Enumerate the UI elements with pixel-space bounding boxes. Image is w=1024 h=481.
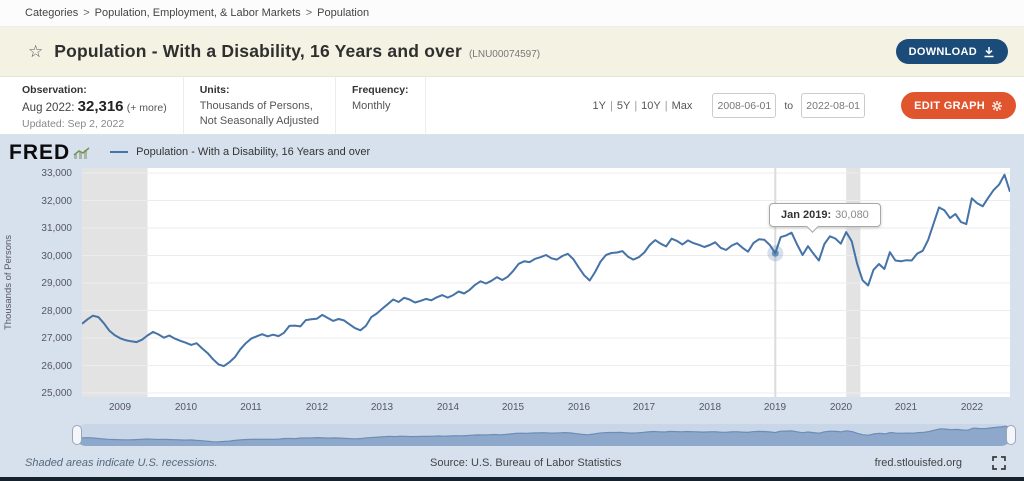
y-axis-tick: 32,000 <box>41 196 72 207</box>
gear-icon <box>992 100 1002 111</box>
start-date-input[interactable] <box>712 93 777 118</box>
observation-label: Observation: <box>22 84 87 96</box>
y-axis-tick: 31,000 <box>41 223 72 234</box>
chart-header: FRED Population - With a Disability, 16 … <box>9 140 370 164</box>
units-label: Units: <box>199 84 230 96</box>
favorite-star-icon[interactable]: ☆ <box>28 42 44 61</box>
source-text: Source: U.S. Bureau of Labor Statistics <box>430 457 622 469</box>
range-divider: | <box>664 99 668 112</box>
units-block: Units: Thousands of Persons, Not Seasona… <box>200 77 336 134</box>
x-axis-tick-labels: 2009 2010 2011 2012 2013 2014 2015 2016 2017 2018… <box>82 402 1010 416</box>
observation-date: Aug 2022: <box>22 102 75 114</box>
units-value: Thousands of Persons, Not Seasonally Adj… <box>200 99 319 129</box>
range-10y[interactable]: 10Y <box>641 99 661 112</box>
legend-series-label: Population - With a Disability, 16 Years… <box>136 146 371 158</box>
y-axis-tick: 33,000 <box>41 168 72 179</box>
x-axis-tick: 2011 <box>240 402 262 413</box>
breadcrumb-separator: > <box>83 7 90 19</box>
breadcrumb-labor-markets[interactable]: Population, Employment, & Labor Markets <box>94 7 301 19</box>
frequency-block: Frequency: Monthly <box>352 77 426 134</box>
edit-graph-label: EDIT GRAPH <box>914 99 985 112</box>
fred-logo[interactable]: FRED <box>9 140 71 164</box>
legend-line-marker <box>110 151 129 153</box>
x-axis-tick: 2017 <box>632 402 656 413</box>
slider-minichart <box>75 425 1012 446</box>
to-label: to <box>784 99 794 112</box>
hover-tooltip: Jan 2019: 30,080 <box>769 203 881 227</box>
range-divider: | <box>609 99 613 112</box>
slider-handle-right[interactable] <box>1006 425 1016 445</box>
y-axis-tick: 26,000 <box>41 361 72 372</box>
range-divider: | <box>634 99 638 112</box>
recession-note: Shaded areas indicate U.S. recessions. <box>25 457 218 469</box>
chart-legend: Population - With a Disability, 16 Years… <box>110 146 370 158</box>
y-axis-tick-labels: 33,000 32,000 31,000 30,000 29,000 28,000 27,0… <box>0 168 76 399</box>
tooltip-date: Jan 2019: <box>781 209 832 221</box>
x-axis-tick: 2015 <box>501 402 525 413</box>
y-axis-tick: 25,000 <box>41 388 72 399</box>
x-axis-tick: 2022 <box>960 402 984 413</box>
breadcrumb-population[interactable]: Population <box>317 7 370 19</box>
download-button[interactable]: DOWNLOAD <box>895 39 1008 64</box>
breadcrumb-categories[interactable]: Categories <box>25 7 79 19</box>
y-axis-tick: 29,000 <box>41 278 72 289</box>
date-range-slider[interactable] <box>75 424 1012 446</box>
bottom-bar <box>0 477 1024 481</box>
download-button-label: DOWNLOAD <box>908 45 977 58</box>
range-max[interactable]: Max <box>671 99 693 112</box>
x-axis-tick: 2010 <box>174 402 198 413</box>
plot-area[interactable]: Jan 2019: 30,080 <box>81 168 1011 397</box>
line-chart <box>81 168 1011 397</box>
breadcrumb-separator: > <box>305 7 313 19</box>
x-axis-tick: 2018 <box>698 402 722 413</box>
x-axis-tick: 2016 <box>567 402 591 413</box>
meta-row: Observation: Aug 2022: 32,316 (+ more) U… <box>0 77 1024 135</box>
end-date-input[interactable] <box>801 93 866 118</box>
y-axis-tick: 27,000 <box>41 333 72 344</box>
observation-value: 32,316 <box>77 98 124 115</box>
frequency-value: Monthly <box>351 100 391 112</box>
x-axis-tick: 2014 <box>436 402 460 413</box>
y-axis-tick: 28,000 <box>41 306 72 317</box>
units-line1: Thousands of Persons, <box>199 100 313 112</box>
range-1y[interactable]: 1Y <box>592 99 606 112</box>
x-axis-tick: 2012 <box>305 402 329 413</box>
edit-graph-button[interactable]: EDIT GRAPH <box>901 92 1016 119</box>
observation-block: Observation: Aug 2022: 32,316 (+ more) U… <box>22 77 184 134</box>
x-axis-tick: 2020 <box>829 402 853 413</box>
series-id: (LNU00074597) <box>468 48 541 60</box>
tooltip-value: 30,080 <box>835 209 869 221</box>
fullscreen-icon[interactable] <box>992 456 1006 470</box>
chart-section: FRED Population - With a Disability, 16 … <box>0 135 1024 477</box>
range-shortcuts: 1Y | 5Y | 10Y | Max <box>593 100 693 112</box>
fred-logo-chart-icon <box>73 146 90 159</box>
observation-more-link[interactable]: (+ more) <box>126 102 167 114</box>
y-axis-tick: 30,000 <box>41 251 72 262</box>
frequency-label: Frequency: <box>351 84 409 96</box>
title-bar: ☆ Population - With a Disability, 16 Yea… <box>0 27 1024 77</box>
x-axis-tick: 2009 <box>108 402 132 413</box>
units-line2: Not Seasonally Adjusted <box>199 114 319 127</box>
download-icon <box>984 46 994 57</box>
breadcrumb: Categories > Population, Employment, & Lab… <box>0 0 1024 27</box>
x-axis-tick: 2019 <box>763 402 787 413</box>
slider-handle-left[interactable] <box>72 425 82 445</box>
page-title: Population - With a Disability, 16 Years… <box>54 41 462 61</box>
site-link[interactable]: fred.stlouisfed.org <box>874 457 962 469</box>
observation-updated: Updated: Sep 2, 2022 <box>22 118 125 130</box>
date-range-controls: 1Y|5Y|10Y|Max to EDIT GRAPH <box>593 77 1024 134</box>
observation-line: Aug 2022: 32,316 (+ more) <box>22 98 167 115</box>
range-5y[interactable]: 5Y <box>616 99 631 112</box>
x-axis-tick: 2013 <box>370 402 394 413</box>
x-axis-tick: 2021 <box>894 402 918 413</box>
